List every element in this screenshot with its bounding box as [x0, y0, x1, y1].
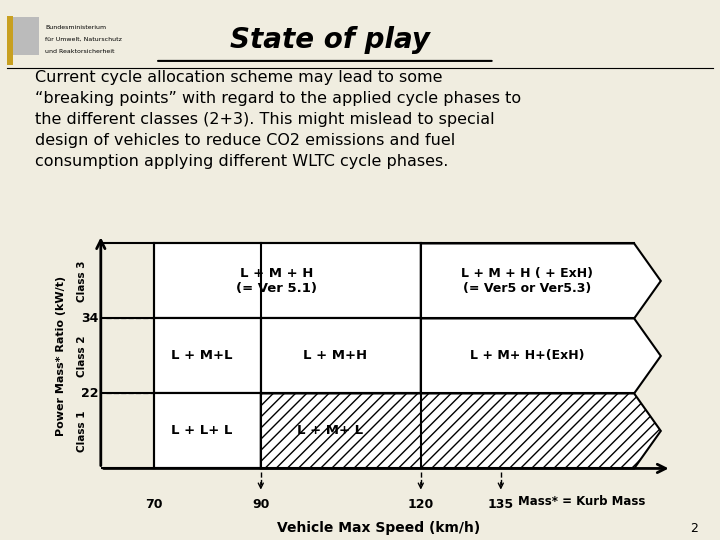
- Text: 22: 22: [81, 387, 98, 400]
- Bar: [7, 17, 40, 55]
- Bar: [261, 319, 420, 394]
- Polygon shape: [420, 319, 661, 394]
- Text: L + M + H
(= Ver 5.1): L + M + H (= Ver 5.1): [236, 267, 318, 295]
- Text: und Reaktorsicherheit: und Reaktorsicherheit: [45, 49, 114, 54]
- Text: 120: 120: [408, 498, 434, 511]
- Text: L + M+L: L + M+L: [171, 349, 233, 362]
- Text: L + M+ L: L + M+ L: [297, 424, 363, 437]
- Polygon shape: [261, 394, 661, 468]
- Bar: [154, 244, 420, 319]
- Text: L + L+ L: L + L+ L: [171, 424, 233, 437]
- Polygon shape: [420, 244, 661, 319]
- Text: Current cycle allocation scheme may lead to some
“breaking points” with regard t: Current cycle allocation scheme may lead…: [35, 70, 521, 169]
- Text: Vehicle Max Speed (km/h): Vehicle Max Speed (km/h): [276, 521, 480, 535]
- Text: Class 2: Class 2: [77, 335, 87, 377]
- Text: 70: 70: [145, 498, 163, 511]
- Text: 90: 90: [252, 498, 269, 511]
- Text: Mass* = Kurb Mass: Mass* = Kurb Mass: [518, 495, 646, 508]
- Text: für Umwelt, Naturschutz: für Umwelt, Naturschutz: [45, 37, 122, 42]
- Bar: [154, 394, 261, 468]
- Bar: [7, 16, 13, 65]
- Text: L + M+ H+(ExH): L + M+ H+(ExH): [470, 349, 585, 362]
- Text: Power Mass* Ratio (kW/t): Power Mass* Ratio (kW/t): [56, 276, 66, 436]
- Text: State of play: State of play: [230, 26, 431, 55]
- Text: Class 3: Class 3: [77, 260, 87, 302]
- Text: L + M + H ( + ExH)
(= Ver5 or Ver5.3): L + M + H ( + ExH) (= Ver5 or Ver5.3): [462, 267, 593, 295]
- Text: 34: 34: [81, 312, 98, 325]
- Text: 2: 2: [690, 522, 698, 535]
- Text: L + M+H: L + M+H: [303, 349, 367, 362]
- Text: 135: 135: [487, 498, 514, 511]
- Bar: [154, 319, 261, 394]
- Text: Class 1: Class 1: [77, 410, 87, 451]
- Text: Bundesministerium: Bundesministerium: [45, 25, 107, 30]
